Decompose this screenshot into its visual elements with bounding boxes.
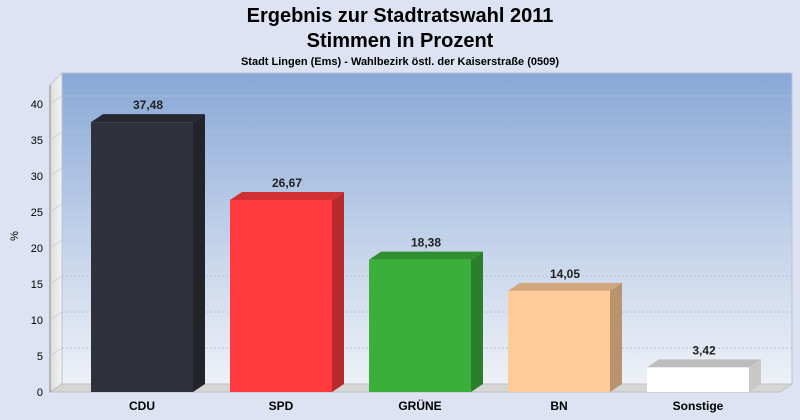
y-tick-label: 40 xyxy=(31,99,43,111)
category-label: GRÜNE xyxy=(398,398,441,413)
bar-side xyxy=(471,251,483,392)
y-tick-label: 0 xyxy=(37,387,43,399)
bar-front xyxy=(647,367,749,392)
bar-sonstige xyxy=(647,359,761,392)
y-tick-label: 25 xyxy=(31,207,43,219)
value-label: 3,42 xyxy=(692,343,716,357)
bar-side xyxy=(193,114,205,393)
bar-bn xyxy=(508,282,622,392)
grid-line-wall xyxy=(49,239,63,249)
chart-subtitle: Stadt Lingen (Ems) - Wahlbezirk östl. de… xyxy=(241,56,559,68)
bars xyxy=(91,114,761,393)
bar-front xyxy=(91,122,193,393)
y-tick-label: 35 xyxy=(31,135,43,147)
value-label: 37,48 xyxy=(133,98,163,112)
bar-side xyxy=(332,191,344,392)
bar-top xyxy=(508,282,622,291)
bar-grüne xyxy=(369,251,483,392)
y-tick-label: 10 xyxy=(31,315,43,327)
chart-title-line2: Stimmen in Prozent xyxy=(307,30,494,52)
bar-top xyxy=(369,251,483,260)
bar-top xyxy=(647,359,761,368)
value-labels: 37,48 26,67 18,38 14,05 3,42 xyxy=(133,98,716,357)
grid-line-wall xyxy=(49,203,63,213)
category-label: BN xyxy=(550,399,567,413)
value-label: 14,05 xyxy=(550,267,580,281)
bar-front xyxy=(508,290,610,392)
category-label: SPD xyxy=(269,399,294,413)
bar-front xyxy=(369,259,471,392)
bar-side xyxy=(749,359,761,392)
y-tick-label: 20 xyxy=(31,243,43,255)
y-tick-label: 30 xyxy=(31,171,43,183)
y-tick-label: 5 xyxy=(37,351,43,363)
y-axis-label: % xyxy=(9,231,21,241)
plot-left-wall xyxy=(49,71,63,393)
value-label: 26,67 xyxy=(272,176,302,190)
chart-title: Ergebnis zur Stadtratswahl 2011 xyxy=(247,5,554,27)
bar-cdu xyxy=(91,114,205,393)
grid-line-wall xyxy=(49,311,63,321)
grid-line-wall xyxy=(49,131,63,141)
grid-line-wall xyxy=(49,275,63,285)
bar-top xyxy=(91,114,205,123)
grid-line-wall xyxy=(49,95,63,105)
category-labels: CDU SPD GRÜNE BN Sonstige xyxy=(129,398,724,413)
y-tick-labels: 0 5 10 15 20 25 30 35 40 xyxy=(31,99,43,399)
value-label: 18,38 xyxy=(411,236,441,250)
category-label: CDU xyxy=(129,399,155,413)
bar-top xyxy=(230,191,344,200)
bar-side xyxy=(610,282,622,392)
y-tick-label: 15 xyxy=(31,279,43,291)
grid-line-wall xyxy=(49,167,63,177)
bar-front xyxy=(230,199,332,392)
bar-spd xyxy=(230,191,344,392)
grid-line-wall xyxy=(49,347,63,357)
category-label: Sonstige xyxy=(673,399,724,413)
